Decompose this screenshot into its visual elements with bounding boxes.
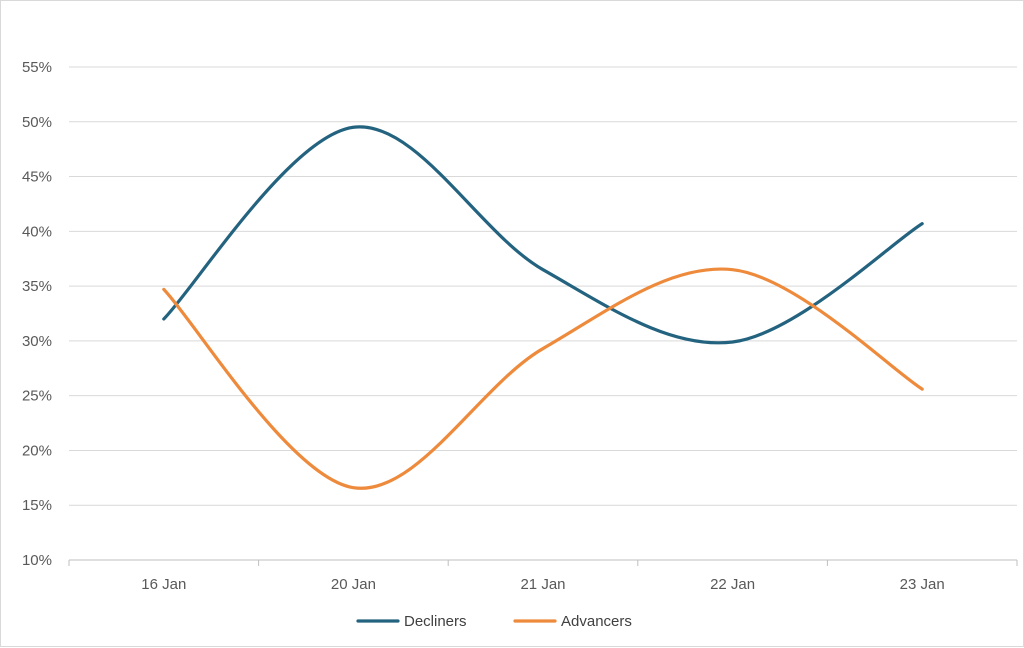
x-tick-label: 16 Jan (141, 576, 186, 593)
series-line-advancers (162, 267, 924, 490)
x-axis (68, 559, 1018, 566)
legend-item-decliners: Decliners (356, 613, 467, 630)
y-axis-tick-labels: 10% 15% 20% 25% 30% 35% 40% 45% 50% 55% (22, 59, 52, 569)
y-tick-label: 30% (22, 333, 52, 350)
legend: Decliners Advancers (356, 613, 632, 630)
y-tick-label: 55% (22, 59, 52, 76)
legend-label: Decliners (404, 613, 467, 630)
y-tick-label: 40% (22, 223, 52, 240)
gridlines (69, 66, 1017, 506)
y-tick-label: 35% (22, 278, 52, 295)
y-tick-label: 10% (22, 552, 52, 569)
y-tick-label: 25% (22, 388, 52, 405)
x-axis-tick-labels: 16 Jan 20 Jan 21 Jan 22 Jan 23 Jan (141, 576, 944, 593)
legend-label: Advancers (561, 613, 632, 630)
series-lines (162, 125, 924, 490)
y-tick-label: 15% (22, 497, 52, 514)
x-tick-label: 23 Jan (900, 576, 945, 593)
series-line-decliners (162, 125, 924, 345)
legend-item-advancers: Advancers (513, 613, 632, 630)
y-tick-label: 20% (22, 442, 52, 459)
x-tick-label: 20 Jan (331, 576, 376, 593)
y-tick-label: 45% (22, 169, 52, 186)
y-tick-label: 50% (22, 114, 52, 131)
x-tick-label: 21 Jan (520, 576, 565, 593)
x-tick-label: 22 Jan (710, 576, 755, 593)
